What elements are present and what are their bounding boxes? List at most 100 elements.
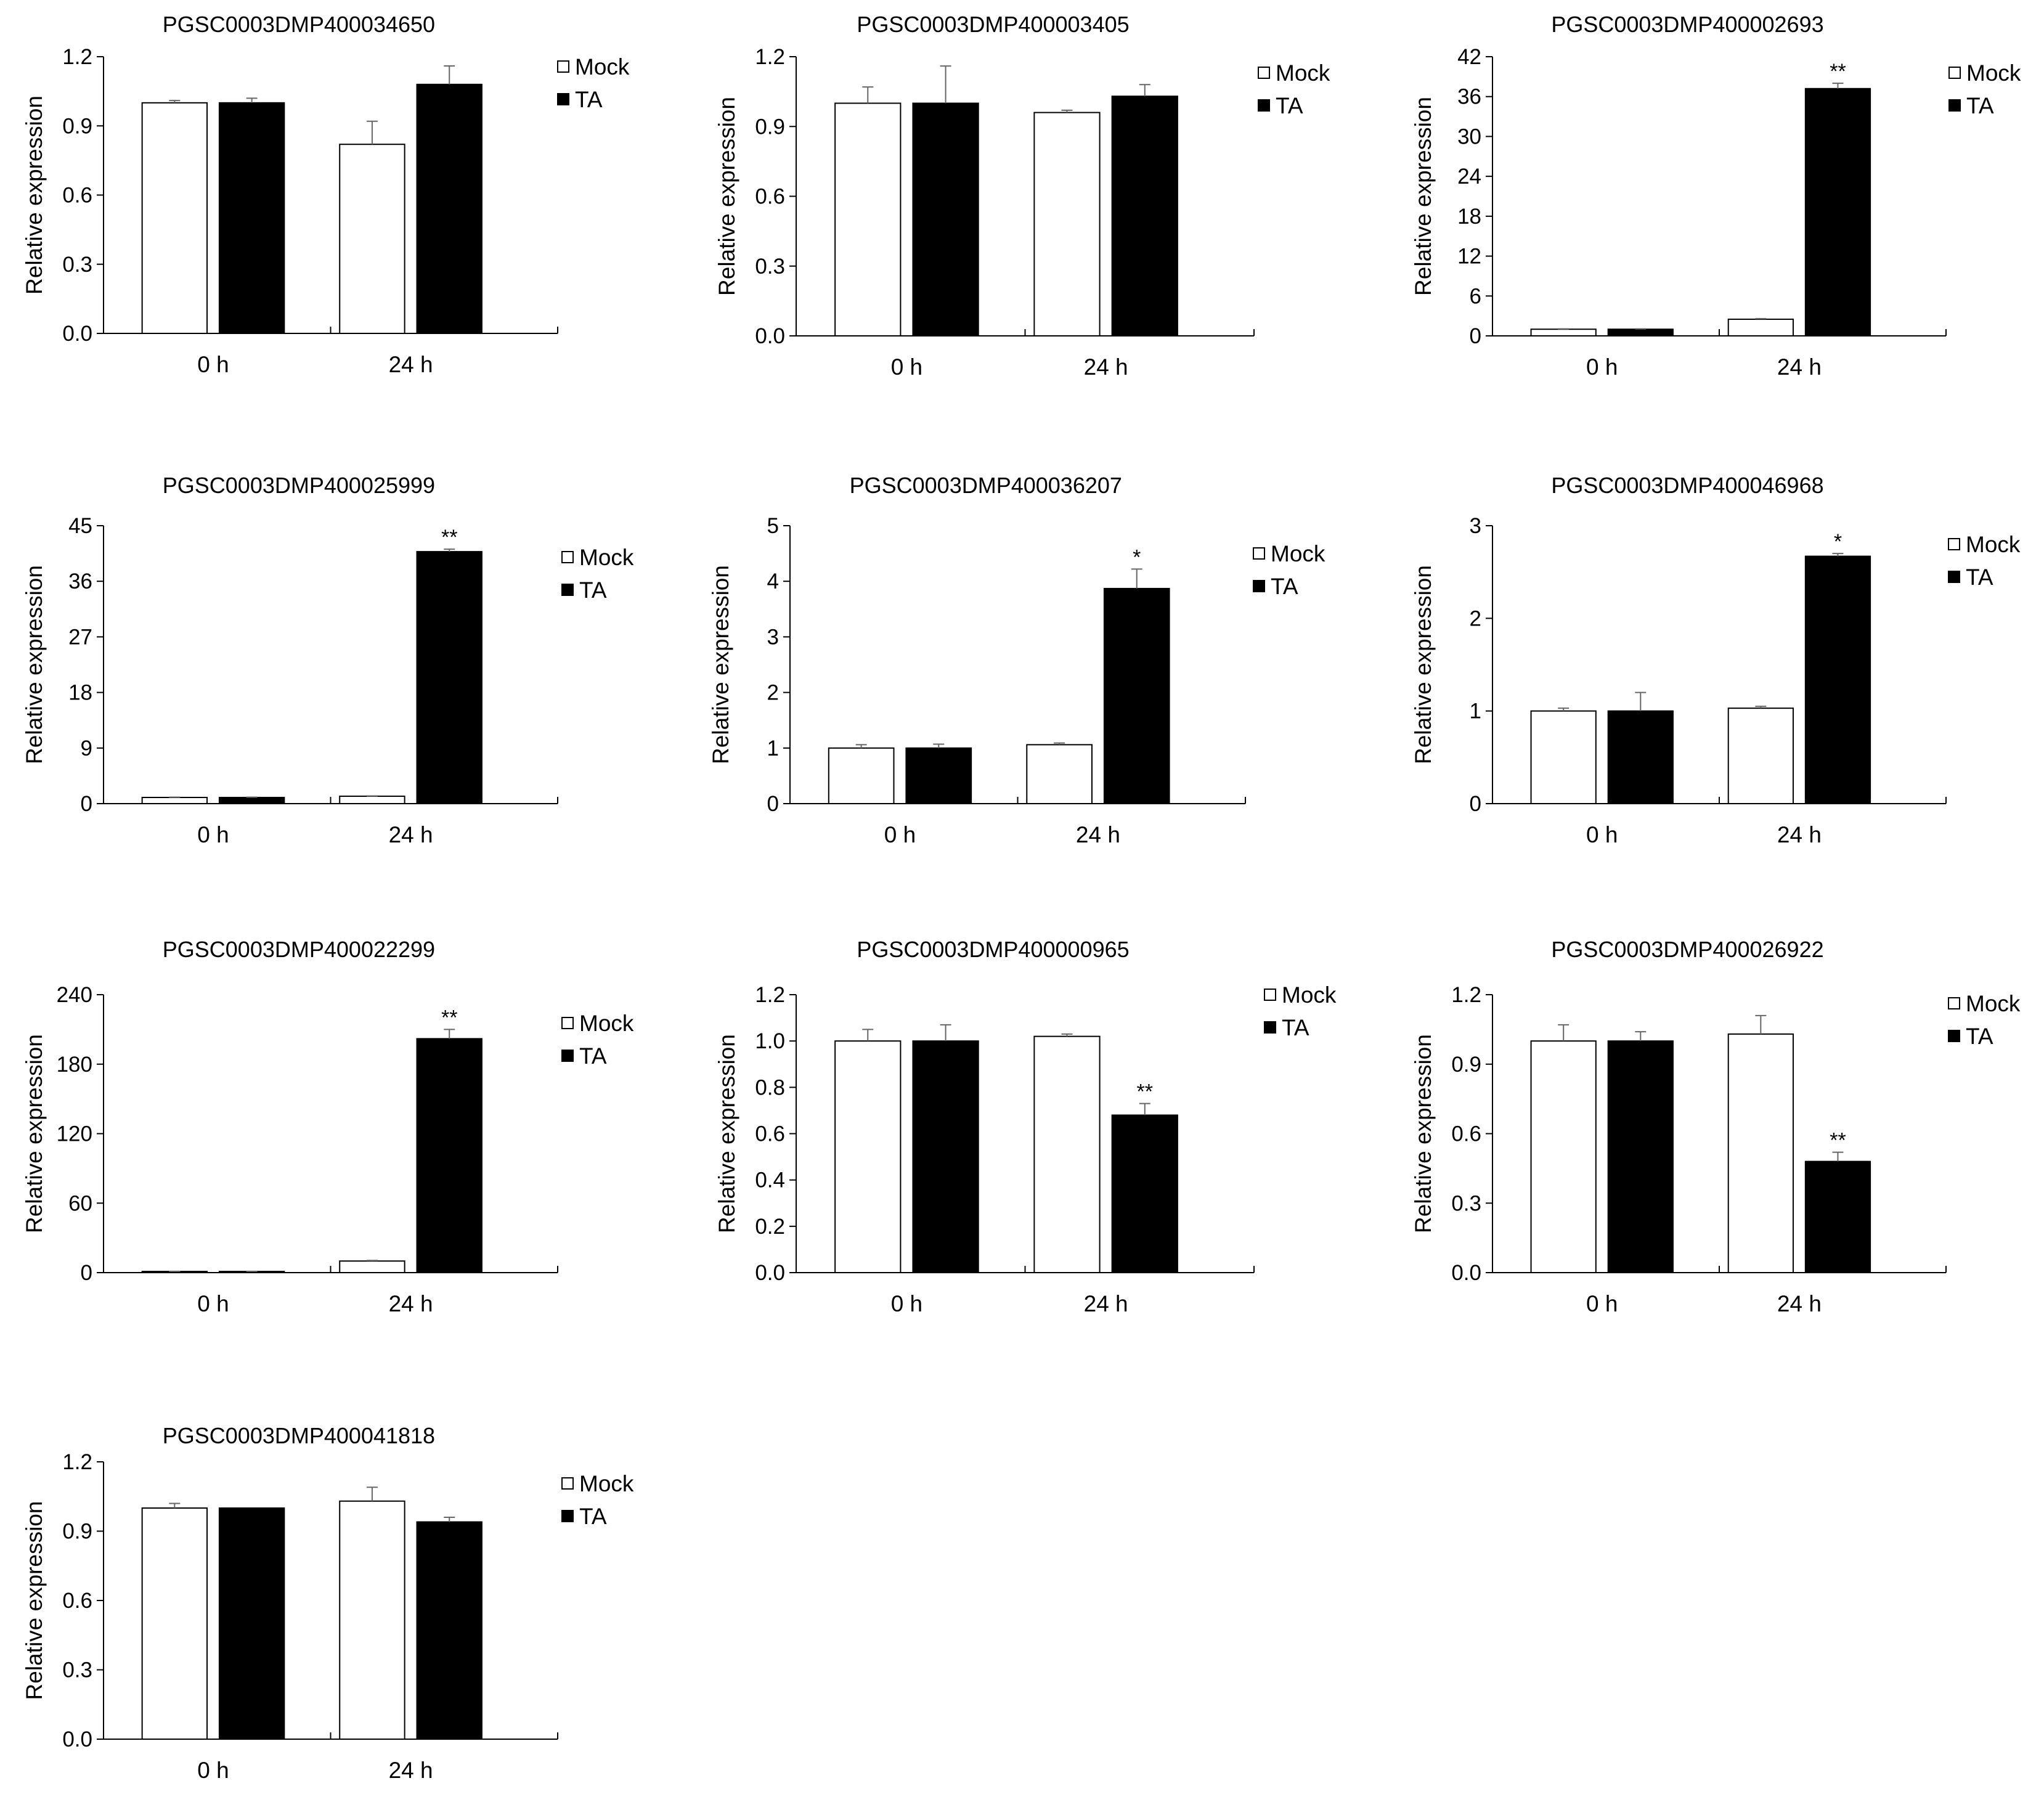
y-tick-label: 240	[57, 983, 92, 1007]
y-tick-label: 0.3	[1451, 1191, 1481, 1215]
y-axis-label: Relative expression	[22, 1034, 47, 1233]
legend-mock-swatch	[1258, 67, 1270, 79]
x-category-label: 24 h	[1084, 354, 1128, 380]
mock-bar	[1530, 1040, 1597, 1273]
mock-bar	[1530, 328, 1597, 337]
legend-mock-label: Mock	[1966, 60, 2021, 86]
legend-mock-swatch	[1948, 67, 1961, 79]
y-tick-label: 0.3	[62, 1658, 92, 1682]
legend: Mock TA	[561, 1471, 634, 1529]
legend-ta-label: TA	[579, 577, 607, 603]
x-category-label: 0 h	[197, 1758, 229, 1783]
y-tick-label: 36	[68, 569, 92, 593]
y-tick-label: 0.6	[1451, 1122, 1481, 1146]
chart-title: PGSC0003DMP400034650	[163, 12, 435, 37]
y-tick-label: 24	[1457, 165, 1481, 189]
mock-bar	[339, 1260, 405, 1274]
y-tick-label: 12	[1457, 245, 1481, 269]
legend-ta-label: TA	[1966, 565, 1993, 590]
x-category-label: 24 h	[389, 822, 433, 847]
y-tick-label: 0.0	[62, 1727, 92, 1751]
legend-ta-swatch	[561, 1050, 574, 1062]
legend: Mock TA	[557, 54, 630, 112]
mock-bar	[339, 795, 405, 805]
significance-marker: **	[441, 526, 457, 549]
y-tick-label: 0	[81, 1261, 92, 1285]
y-tick-label: 0.9	[62, 1520, 92, 1544]
y-tick-label: 180	[57, 1053, 92, 1077]
ta-bar	[905, 747, 972, 805]
y-tick-label: 4	[767, 569, 779, 593]
y-tick-label: 0	[1470, 324, 1481, 348]
legend-mock-swatch	[561, 1477, 574, 1490]
x-category-label: 24 h	[1777, 354, 1822, 380]
mock-bar	[1727, 1033, 1794, 1274]
legend: Mock TA	[1258, 60, 1330, 118]
x-category-label: 0 h	[197, 352, 229, 377]
y-axis-label: Relative expression	[22, 565, 47, 764]
legend-mock-swatch	[1948, 538, 1960, 550]
mock-bar	[1727, 707, 1794, 804]
legend-ta-label: TA	[575, 87, 603, 112]
chart-title: PGSC0003DMP400022299	[163, 937, 435, 962]
significance-marker: **	[441, 1006, 457, 1029]
legend: Mock TA	[561, 1011, 634, 1069]
y-tick-label: 0.6	[755, 185, 785, 209]
legend: Mock TA	[561, 545, 634, 603]
mock-bar	[1727, 319, 1794, 336]
ta-bar	[912, 102, 979, 336]
mock-bar	[1530, 710, 1597, 804]
y-tick-label: 0.2	[755, 1215, 785, 1239]
y-axis-label: Relative expression	[714, 97, 739, 296]
chart-title: PGSC0003DMP400003405	[857, 12, 1129, 37]
y-tick-label: 0.6	[62, 184, 92, 208]
ta-bar	[1804, 1160, 1871, 1273]
y-tick-label: 9	[81, 736, 92, 760]
y-tick-label: 0.9	[1451, 1053, 1481, 1077]
ta-bar	[912, 1040, 979, 1273]
legend-ta-swatch	[561, 584, 574, 596]
x-category-label: 24 h	[389, 1291, 433, 1316]
chart-title: PGSC0003DMP400026922	[1551, 937, 1823, 962]
mock-bar	[339, 1500, 405, 1740]
chart-panel: PGSC0003DMP400026922 0.0 0.3 0.6 0.9 1.2 Relat…	[1411, 937, 2021, 1316]
y-tick-label: 1.2	[62, 1450, 92, 1474]
mock-bar	[339, 144, 405, 335]
mock-bar	[1033, 112, 1101, 336]
legend-ta-swatch	[557, 93, 569, 105]
x-category-label: 24 h	[389, 1758, 433, 1783]
legend-mock-swatch	[561, 1017, 574, 1029]
legend-mock-label: Mock	[579, 1471, 634, 1496]
y-tick-label: 0.0	[755, 1261, 785, 1285]
y-tick-label: 6	[1470, 284, 1481, 308]
legend-ta-swatch	[1264, 1021, 1276, 1034]
chart-panel: PGSC0003DMP400003405 0.0 0.3 0.6 0.9 1.2 Relat…	[714, 12, 1330, 380]
mock-bar	[834, 1040, 902, 1273]
y-axis-label: Relative expression	[22, 1501, 47, 1700]
legend-mock-swatch	[1264, 989, 1276, 1001]
y-tick-label: 27	[68, 625, 92, 649]
legend-ta-swatch	[1253, 580, 1265, 592]
legend-mock-label: Mock	[579, 545, 634, 570]
legend-mock-label: Mock	[575, 54, 630, 80]
x-category-label: 0 h	[1586, 354, 1618, 380]
ta-bar	[416, 551, 482, 804]
x-category-label: 24 h	[1084, 1291, 1128, 1316]
legend-ta-label: TA	[1282, 1015, 1309, 1040]
y-tick-label: 18	[1457, 205, 1481, 229]
legend-ta-label: TA	[1966, 1024, 1993, 1049]
y-tick-label: 2	[767, 681, 779, 705]
mock-bar	[828, 747, 895, 805]
y-tick-label: 1	[1470, 699, 1481, 724]
chart-title: PGSC0003DMP400025999	[163, 473, 435, 498]
ta-bar	[416, 83, 482, 334]
y-tick-label: 1.2	[62, 45, 92, 69]
legend-mock-label: Mock	[579, 1011, 634, 1036]
ta-bar	[218, 796, 285, 805]
mock-bar	[1033, 1035, 1101, 1274]
y-tick-label: 1.2	[1451, 983, 1481, 1007]
x-category-label: 24 h	[1777, 1291, 1822, 1316]
legend-mock-label: Mock	[1966, 532, 2021, 557]
x-category-label: 0 h	[1586, 1291, 1618, 1316]
